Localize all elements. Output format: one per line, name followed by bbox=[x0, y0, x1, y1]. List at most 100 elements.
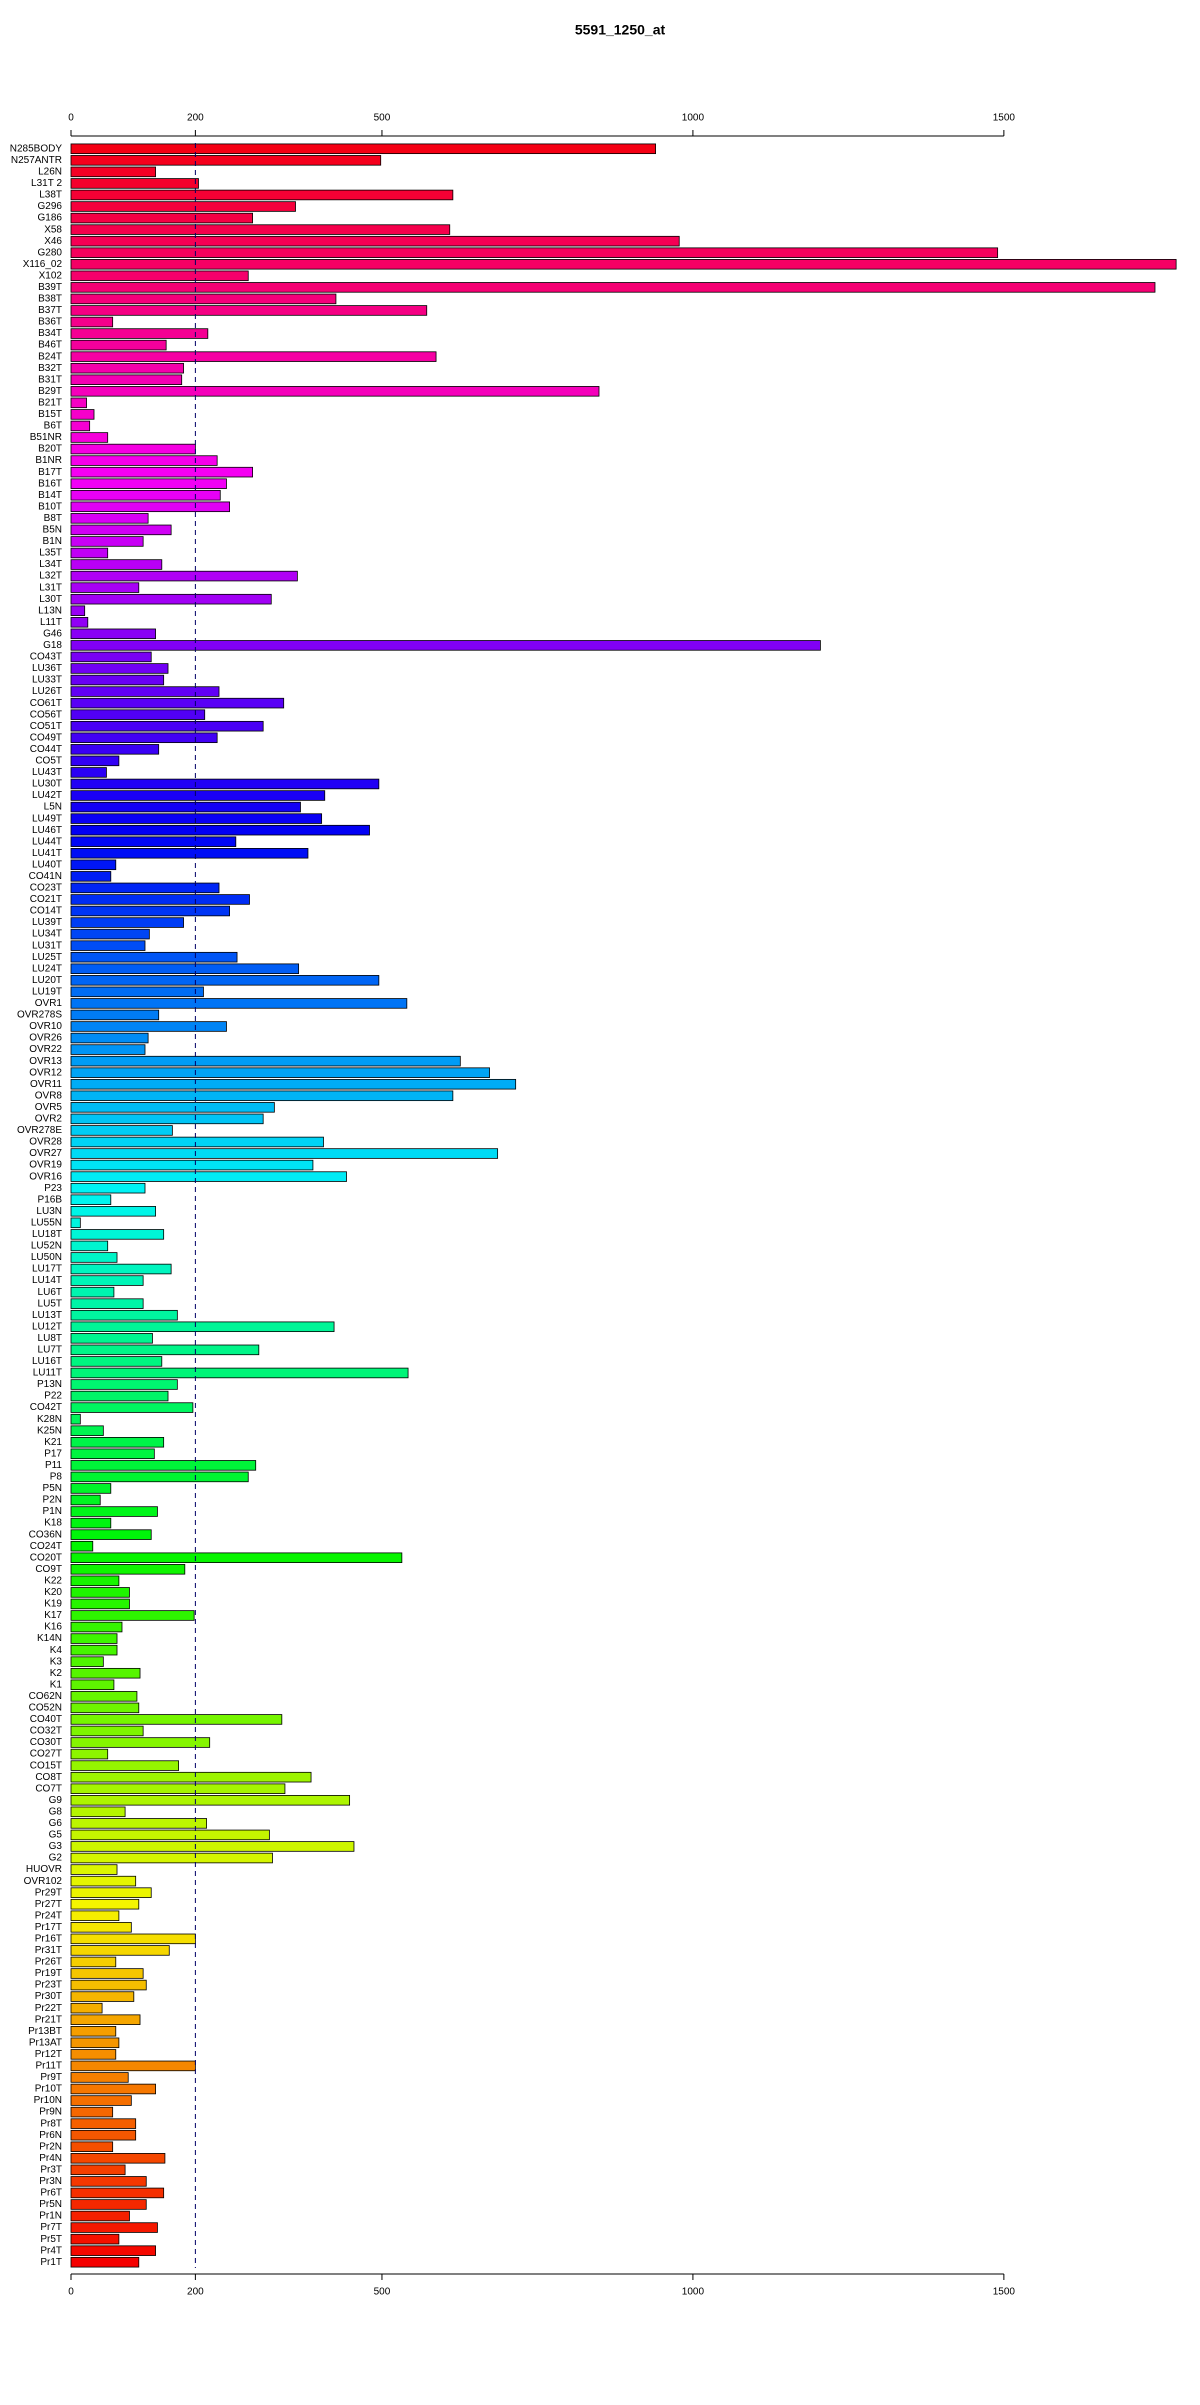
y-tick-label: LU3N bbox=[36, 1206, 62, 1217]
x-tick-label: 0 bbox=[68, 113, 74, 124]
y-tick-label: B46T bbox=[38, 340, 62, 351]
y-tick-label: LU13T bbox=[32, 1310, 62, 1321]
y-tick-label: CO43T bbox=[30, 652, 62, 663]
bar bbox=[70, 2187, 165, 2199]
bar bbox=[70, 1240, 109, 1252]
bar bbox=[70, 1182, 146, 1194]
bar bbox=[70, 744, 160, 755]
bar bbox=[70, 651, 152, 663]
y-tick-label: P1N bbox=[43, 1506, 62, 1517]
y-tick-label: LU24T bbox=[32, 963, 62, 974]
bar bbox=[70, 940, 146, 951]
bar bbox=[70, 420, 91, 432]
bar bbox=[70, 1275, 144, 1286]
y-tick-label: P17 bbox=[44, 1448, 62, 1459]
bar bbox=[70, 247, 999, 258]
bar bbox=[70, 1621, 123, 1633]
y-tick-label: B37T bbox=[38, 305, 62, 316]
y-tick-label: Pr2N bbox=[39, 2141, 62, 2152]
y-tick-label: Pr11T bbox=[36, 2061, 63, 2072]
y-tick-label: Pr1T bbox=[40, 2257, 62, 2268]
y-tick-label: L11T bbox=[40, 617, 62, 628]
y-tick-label: B6T bbox=[44, 421, 62, 432]
bar bbox=[70, 1587, 130, 1598]
bar bbox=[70, 328, 209, 339]
bar bbox=[70, 2049, 117, 2060]
bar bbox=[70, 1795, 351, 1806]
x-tick-label: 200 bbox=[187, 113, 204, 124]
y-tick-label: OVR26 bbox=[29, 1033, 62, 1044]
y-tick-label: K4 bbox=[50, 1645, 63, 1656]
y-tick-label: K14N bbox=[37, 1633, 62, 1644]
bar bbox=[70, 1448, 155, 1460]
y-tick-label: CO36N bbox=[29, 1529, 62, 1540]
bar bbox=[70, 1298, 144, 1309]
bar bbox=[70, 1956, 117, 1968]
bar bbox=[70, 1644, 118, 1656]
x-tick-label: 500 bbox=[374, 2287, 391, 2298]
bar bbox=[70, 1564, 186, 1575]
bar bbox=[70, 1194, 112, 1205]
y-tick-label: Pr23T bbox=[35, 1980, 62, 1991]
bar bbox=[70, 1021, 227, 1032]
y-tick-label: CO61T bbox=[30, 698, 62, 709]
bar bbox=[70, 1437, 165, 1448]
bar bbox=[70, 2256, 140, 2268]
chart-title: 5591_1250_at bbox=[575, 22, 666, 38]
y-tick-label: Pr10N bbox=[34, 2095, 62, 2106]
y-tick-label: Pr4T bbox=[40, 2245, 62, 2256]
y-tick-label: G2 bbox=[49, 1853, 63, 1864]
y-tick-label: P5N bbox=[43, 1483, 62, 1494]
bar bbox=[70, 2072, 129, 2083]
y-tick-label: LU40T bbox=[32, 859, 62, 870]
bar bbox=[70, 998, 408, 1009]
y-tick-label: B16T bbox=[38, 478, 62, 489]
bar bbox=[70, 1125, 173, 1136]
y-tick-label: OVR13 bbox=[29, 1056, 62, 1067]
y-tick-label: HUOVR bbox=[26, 1864, 62, 1875]
y-tick-label: LU17T bbox=[32, 1264, 62, 1275]
bar bbox=[70, 975, 380, 986]
y-tick-label: B21T bbox=[38, 397, 62, 408]
bar bbox=[70, 259, 1177, 270]
bar bbox=[70, 501, 230, 513]
y-tick-label: K18 bbox=[44, 1518, 62, 1529]
bar bbox=[70, 235, 680, 247]
bar bbox=[70, 1898, 140, 1910]
x-tick-label: 1500 bbox=[993, 113, 1016, 124]
y-tick-label: LU49T bbox=[32, 813, 62, 824]
bar bbox=[70, 1309, 178, 1321]
bar bbox=[70, 351, 437, 362]
y-tick-label: Pr5T bbox=[40, 2234, 62, 2245]
y-tick-label: G9 bbox=[49, 1795, 63, 1806]
y-tick-label: Pr27T bbox=[35, 1899, 62, 1910]
bar bbox=[70, 1032, 149, 1044]
bar bbox=[70, 2176, 147, 2187]
y-tick-label: Pr21T bbox=[35, 2014, 62, 2025]
bar bbox=[70, 1818, 207, 1829]
bar bbox=[70, 1425, 104, 1436]
y-tick-label: LU36T bbox=[32, 663, 62, 674]
y-tick-label: K16 bbox=[44, 1622, 62, 1633]
bar bbox=[70, 767, 107, 778]
bar bbox=[70, 1667, 141, 1679]
bar bbox=[70, 1610, 195, 1621]
bar bbox=[70, 917, 184, 928]
bar bbox=[70, 1206, 156, 1217]
bar bbox=[70, 409, 95, 420]
y-tick-label: B38T bbox=[38, 294, 62, 305]
bar bbox=[70, 1540, 94, 1552]
y-tick-label: B14T bbox=[38, 490, 62, 501]
y-tick-label: LU18T bbox=[32, 1229, 62, 1240]
bar bbox=[70, 466, 253, 478]
y-tick-label: K28N bbox=[37, 1414, 62, 1425]
y-tick-label: Pr13AT bbox=[29, 2037, 62, 2048]
y-tick-label: X58 bbox=[44, 224, 62, 235]
bar bbox=[70, 2095, 132, 2106]
bar bbox=[70, 1598, 130, 1610]
y-tick-label: CO24T bbox=[30, 1541, 62, 1552]
bar bbox=[70, 547, 109, 559]
y-tick-label: CO44T bbox=[30, 744, 62, 755]
y-tick-label: CO41N bbox=[29, 871, 62, 882]
